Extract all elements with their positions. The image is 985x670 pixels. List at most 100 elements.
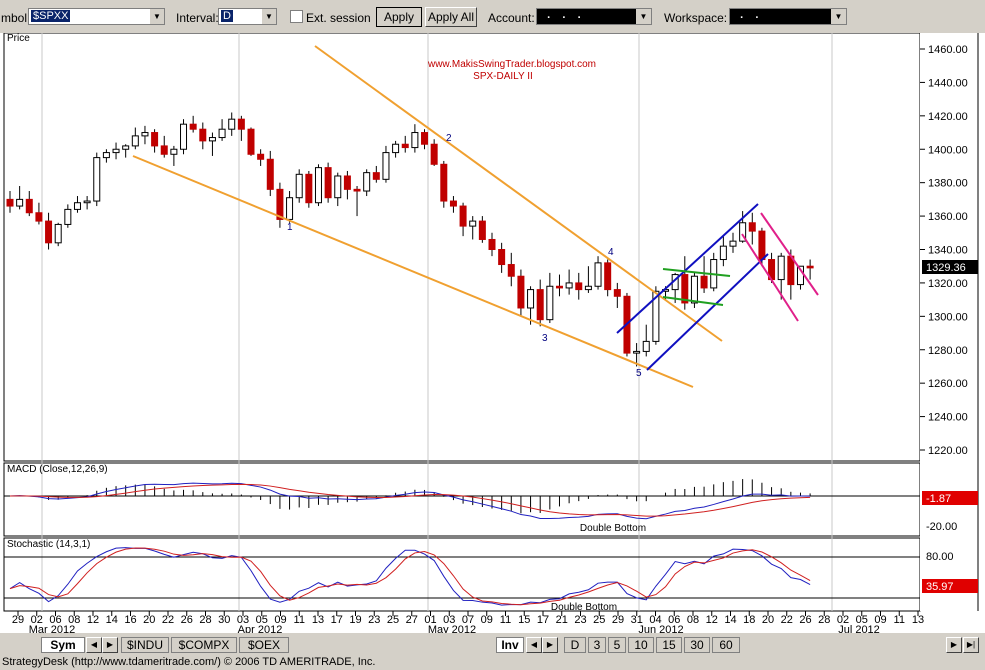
candle-body xyxy=(276,188,284,220)
candle-body xyxy=(363,172,371,192)
chart-title: SPX-DAILY II xyxy=(473,71,533,82)
date-tick-label: 01 xyxy=(424,614,436,626)
date-tick-label: 03 xyxy=(237,614,249,626)
interval-tab-30[interactable]: 30 xyxy=(684,637,710,653)
tab-inv[interactable]: Inv xyxy=(496,637,524,653)
candle-body xyxy=(237,118,245,130)
candle-body xyxy=(122,145,130,150)
candle-body xyxy=(729,240,737,247)
date-tick-label: 28 xyxy=(818,614,830,626)
price-tick-label: 1460.00 xyxy=(928,44,968,56)
toolbar: mbol: $SPXX ▼ Interval: D ▼ Ext. session… xyxy=(0,0,985,33)
candle-body xyxy=(83,200,91,204)
candle-body xyxy=(314,167,322,204)
ext-session-checkbox[interactable] xyxy=(290,10,303,23)
candle-body xyxy=(440,163,448,202)
price-tick-label: 1280.00 xyxy=(928,345,968,357)
candle-body xyxy=(286,197,294,220)
date-tick-label: 11 xyxy=(500,614,511,626)
date-tick-label: 29 xyxy=(612,614,624,626)
interval-tab-3[interactable]: 3 xyxy=(588,637,606,653)
stoch-value: 35.97 xyxy=(926,581,954,593)
ext-session-label: Ext. session xyxy=(306,11,371,25)
candle-body xyxy=(584,285,592,291)
orange-upper-trendline xyxy=(314,45,723,342)
date-tick-label: 08 xyxy=(68,614,80,626)
interval-scroll-left-icon[interactable]: ◀ xyxy=(526,637,542,653)
macd-line xyxy=(9,482,811,520)
candle-body xyxy=(633,350,641,354)
source-line-text: www.MakisSwingTrader.blogspot.com xyxy=(427,59,596,70)
chart-svg[interactable]: Price www.MakisSwingTrader.blogspot.com … xyxy=(0,32,985,636)
stoch-tick: 80.00 xyxy=(926,551,954,563)
account-combo[interactable]: . . . ▼ xyxy=(536,8,652,25)
interval-scroll-right-icon[interactable]: ▶ xyxy=(542,637,558,653)
interval-tab-5[interactable]: 5 xyxy=(608,637,626,653)
candle-body xyxy=(478,220,486,240)
candle-body xyxy=(507,264,515,277)
date-tick-label: 28 xyxy=(199,614,211,626)
candle-body xyxy=(208,137,216,142)
chart-scroll-end-icon[interactable]: ▶| xyxy=(963,637,979,653)
candle-body xyxy=(305,173,313,204)
price-tick-label: 1300.00 xyxy=(928,311,968,323)
candle-body xyxy=(6,198,14,207)
chevron-down-icon[interactable]: ▼ xyxy=(636,9,651,24)
interval-tab-d[interactable]: D xyxy=(564,637,586,653)
candle-body xyxy=(382,152,390,180)
candle-body xyxy=(642,340,650,352)
date-tick-label: 11 xyxy=(294,614,305,626)
interval-combo[interactable]: D ▼ xyxy=(218,8,277,25)
tab-indu[interactable]: $INDU xyxy=(121,637,169,653)
chevron-down-icon[interactable]: ▼ xyxy=(831,9,846,24)
tab-compx[interactable]: $COMPX xyxy=(171,637,237,653)
candle-body xyxy=(565,282,573,289)
date-tick-label: 29 xyxy=(12,614,24,626)
interval-tab-15[interactable]: 15 xyxy=(656,637,682,653)
candle-body xyxy=(652,290,660,342)
workspace-combo[interactable]: . . ▼ xyxy=(729,8,847,25)
wave-label-2: 2 xyxy=(446,133,452,144)
candle-body xyxy=(180,123,188,150)
tab-scroll-right-icon[interactable]: ▶ xyxy=(102,637,118,653)
tab-scroll-left-icon[interactable]: ◀ xyxy=(86,637,102,653)
apply-button[interactable]: Apply xyxy=(376,7,422,27)
wave-label-1: 1 xyxy=(287,222,293,233)
macd-value: -1.87 xyxy=(926,493,951,505)
date-tick-label: 06 xyxy=(49,614,61,626)
apply-all-button[interactable]: Apply All xyxy=(425,7,477,27)
interval-tab-60[interactable]: 60 xyxy=(712,637,740,653)
candle-body xyxy=(459,205,467,227)
candle-body xyxy=(199,128,207,142)
last-price-badge xyxy=(922,260,978,274)
candle-body xyxy=(151,132,159,147)
candle-body xyxy=(16,198,24,207)
candle-body xyxy=(546,285,554,321)
interval-tab-10[interactable]: 10 xyxy=(628,637,654,653)
candle-body xyxy=(93,157,101,202)
date-tick-label: 09 xyxy=(274,614,286,626)
tab-sym[interactable]: Sym xyxy=(41,637,85,653)
chevron-down-icon[interactable]: ▼ xyxy=(261,9,276,24)
chart-area[interactable]: Price www.MakisSwingTrader.blogspot.com … xyxy=(0,32,985,636)
candle-body xyxy=(131,135,139,147)
tab-oex[interactable]: $OEX xyxy=(239,637,289,653)
date-tick-label: 22 xyxy=(781,614,793,626)
interval-label: Interval: xyxy=(176,11,219,25)
date-tick-label: 08 xyxy=(687,614,699,626)
candle-body xyxy=(54,223,62,244)
candle-body xyxy=(343,175,351,190)
date-tick-label: 05 xyxy=(856,614,868,626)
symbol-combo[interactable]: $SPXX ▼ xyxy=(28,8,165,25)
stoch-panel-frame xyxy=(3,537,921,612)
chevron-down-icon[interactable]: ▼ xyxy=(149,9,164,24)
price-tick-label: 1220.00 xyxy=(928,445,968,457)
chart-scroll-right-icon[interactable]: ▶ xyxy=(946,637,962,653)
last-price-value: 1329.36 xyxy=(926,262,966,274)
candle-body xyxy=(700,275,708,289)
date-tick-label: 09 xyxy=(481,614,493,626)
date-tick-label: 17 xyxy=(331,614,343,626)
candle-body xyxy=(257,153,265,160)
date-tick-label: 14 xyxy=(106,614,118,626)
date-tick-label: 12 xyxy=(87,614,99,626)
